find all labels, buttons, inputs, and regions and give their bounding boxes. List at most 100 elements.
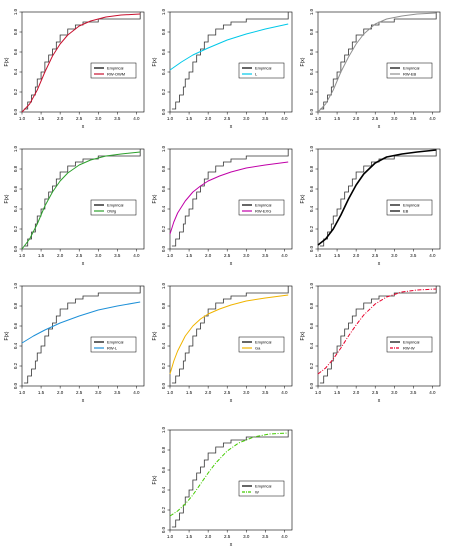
x-axis-label: x [82, 124, 85, 130]
x-tick-label: 4.0 [281, 253, 288, 258]
fitted-cdf-w [169, 432, 289, 517]
x-tick-label: 4.0 [133, 253, 140, 258]
x-tick-label: 2.0 [353, 390, 360, 395]
x-tick-label: 1.5 [334, 116, 341, 121]
y-tick-label: 0.8 [309, 302, 314, 309]
plot-frame [317, 285, 441, 387]
x-tick-label: 2.5 [76, 116, 83, 121]
x-tick-label: 3.5 [262, 253, 269, 258]
x-tick-label: 2.5 [224, 253, 231, 258]
legend-empirical-label: Empirical [255, 66, 272, 71]
x-tick-label: 4.0 [281, 534, 288, 539]
plot-frame [169, 285, 293, 387]
y-tick-label: 0.8 [309, 28, 314, 35]
y-tick-label: 0.0 [161, 382, 166, 389]
plot-frame [21, 148, 145, 250]
x-axis-label: x [230, 542, 233, 548]
empirical-cdf-step [23, 12, 141, 110]
fitted-cdf-l [169, 23, 289, 71]
y-tick-label: 0.6 [309, 322, 314, 329]
x-tick-label: 4.0 [429, 116, 436, 121]
legend-empirical-label: Empirical [107, 340, 124, 345]
y-tick-label: 0.6 [161, 322, 166, 329]
fitted-cdf-rw-l [21, 301, 141, 344]
y-tick-label: 0.6 [13, 48, 18, 55]
y-tick-label: 0.4 [161, 486, 166, 493]
y-tick-label: 0.6 [309, 185, 314, 192]
y-tick-label: 0.2 [161, 506, 166, 513]
x-tick-label: 2.0 [205, 116, 212, 121]
plot-frame [169, 148, 293, 250]
plot-frame [169, 11, 293, 113]
y-tick-label: 0.6 [13, 185, 18, 192]
cdf-panel-ga: 1.0 1.5 2.0 2.5 3.0 3.5 4.0 0.0 0.2 0.4 0.6 0.8 1.0 x… [152, 282, 293, 404]
y-tick-label: 0.8 [13, 165, 18, 172]
x-tick-label: 2.0 [205, 534, 212, 539]
legend-empirical-label: Empirical [403, 203, 420, 208]
cdf-panel-l: 1.0 1.5 2.0 2.5 3.0 3.5 4.0 0.0 0.2 0.4 0.6 0.8 1.0 x… [152, 8, 293, 130]
y-tick-label: 0.6 [13, 322, 18, 329]
x-axis-label: x [230, 398, 233, 404]
x-tick-label: 1.5 [38, 390, 45, 395]
legend-model-label: RW-L [107, 346, 118, 351]
y-tick-label: 0.8 [161, 28, 166, 35]
legend-empirical-label: Empirical [255, 203, 272, 208]
y-axis-label: F(x) [4, 57, 10, 66]
x-tick-label: 1.0 [167, 116, 174, 121]
cdf-panel-rw-l: 1.0 1.5 2.0 2.5 3.0 3.5 4.0 0.0 0.2 0.4 0.6 0.8 1.0 x… [4, 282, 145, 404]
x-tick-label: 3.5 [262, 116, 269, 121]
x-tick-label: 4.0 [429, 253, 436, 258]
y-tick-label: 0.4 [13, 342, 18, 349]
legend-empirical-label: Empirical [107, 203, 124, 208]
y-tick-label: 1.0 [309, 8, 314, 15]
x-tick-label: 3.0 [243, 534, 250, 539]
cdf-panel-rw-owm: 1.0 1.5 2.0 2.5 3.0 3.5 4.0 0.0 0.2 0.4 0.6 0.8 1.0 x… [4, 8, 145, 130]
y-tick-label: 0.2 [161, 88, 166, 95]
x-axis-label: x [230, 261, 233, 267]
x-tick-label: 3.0 [243, 253, 250, 258]
x-tick-label: 3.0 [391, 253, 398, 258]
cdf-panel-eb: 1.0 1.5 2.0 2.5 3.0 3.5 4.0 0.0 0.2 0.4 0.6 0.8 1.0 x… [300, 145, 441, 267]
x-tick-label: 3.5 [114, 390, 121, 395]
fitted-cdf-rw-eb [317, 12, 437, 113]
y-tick-label: 1.0 [309, 282, 314, 289]
empirical-cdf-step [319, 286, 437, 384]
y-tick-label: 0.0 [161, 526, 166, 533]
legend-model-label: W [255, 490, 259, 495]
x-tick-label: 4.0 [133, 116, 140, 121]
y-axis-label: F(x) [152, 331, 158, 340]
y-tick-label: 0.6 [309, 48, 314, 55]
y-tick-label: 1.0 [309, 145, 314, 152]
y-axis-label: F(x) [152, 194, 158, 203]
empirical-cdf-step [171, 149, 289, 247]
y-tick-label: 0.2 [13, 362, 18, 369]
legend-model-label: RW-EXG [255, 209, 271, 214]
x-tick-label: 3.5 [410, 390, 417, 395]
x-tick-label: 1.0 [167, 534, 174, 539]
fitted-cdf-rw-owm [21, 13, 141, 113]
x-tick-label: 2.5 [76, 390, 83, 395]
y-tick-label: 0.8 [161, 446, 166, 453]
x-tick-label: 1.0 [167, 390, 174, 395]
x-tick-label: 4.0 [281, 116, 288, 121]
x-tick-label: 1.5 [186, 116, 193, 121]
x-tick-label: 2.5 [372, 116, 379, 121]
legend-model-label: L [255, 72, 258, 77]
y-tick-label: 1.0 [13, 8, 18, 15]
cdf-panel-rw-w: 1.0 1.5 2.0 2.5 3.0 3.5 4.0 0.0 0.2 0.4 0.6 0.8 1.0 x… [300, 282, 441, 404]
legend-model-label: OWg [107, 209, 116, 214]
y-axis-label: F(x) [4, 331, 10, 340]
x-tick-label: 1.0 [19, 253, 26, 258]
x-tick-label: 1.5 [38, 116, 45, 121]
y-tick-label: 0.8 [161, 302, 166, 309]
y-tick-label: 0.2 [161, 225, 166, 232]
y-tick-label: 1.0 [161, 426, 166, 433]
y-tick-label: 0.6 [161, 48, 166, 55]
x-tick-label: 1.0 [167, 253, 174, 258]
x-tick-label: 2.5 [372, 390, 379, 395]
y-tick-label: 0.0 [13, 108, 18, 115]
legend-model-label: Ga [255, 346, 261, 351]
y-tick-label: 0.4 [161, 342, 166, 349]
y-tick-label: 0.4 [309, 205, 314, 212]
x-axis-label: x [378, 124, 381, 130]
